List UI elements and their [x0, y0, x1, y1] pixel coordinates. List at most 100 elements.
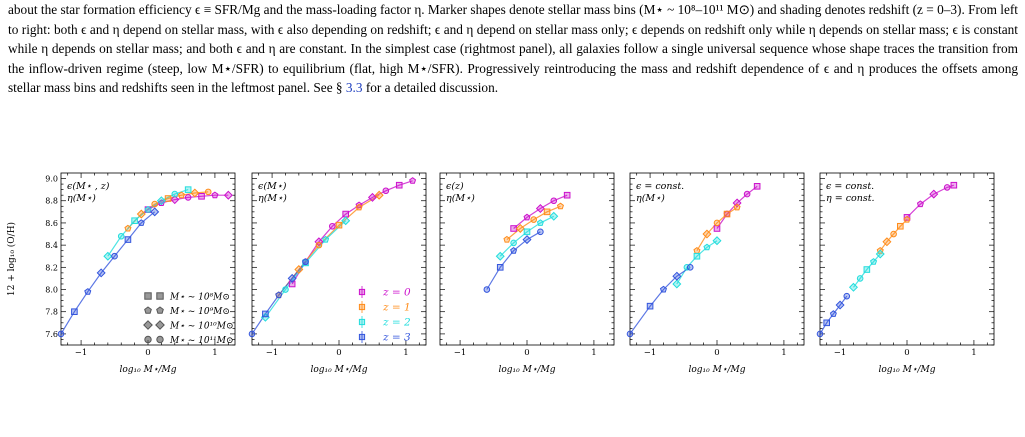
- data-point: [713, 219, 721, 227]
- data-point: [916, 200, 924, 208]
- legend-label-redshift: z = 1: [382, 302, 411, 314]
- data-point: [535, 204, 545, 214]
- data-point: [329, 222, 336, 230]
- series-line-z1: [879, 219, 908, 252]
- data-point: [702, 229, 712, 239]
- data-point: [302, 258, 309, 266]
- data-point: [314, 237, 324, 247]
- data-point: [823, 319, 830, 327]
- data-point: [703, 243, 711, 251]
- y-tick-label: 7.6: [45, 330, 58, 339]
- data-point: [184, 194, 192, 201]
- data-point: [882, 237, 892, 247]
- data-point: [57, 330, 65, 338]
- data-point: [672, 271, 682, 281]
- data-point: [374, 190, 384, 200]
- series-line-z2: [853, 253, 881, 288]
- y-tick-label: 7.8: [45, 308, 58, 317]
- data-point: [903, 215, 911, 223]
- data-point: [870, 258, 878, 265]
- data-point: [395, 181, 403, 189]
- series-line-z1: [127, 191, 209, 229]
- data-point: [672, 279, 682, 289]
- section-link[interactable]: 3.3: [345, 80, 363, 96]
- x-tick-label: 0: [904, 348, 909, 358]
- y-tick-label: 8.6: [45, 219, 58, 228]
- legend-marker-square: [156, 292, 164, 300]
- data-point: [211, 191, 219, 199]
- x-tick-label: 1: [971, 348, 976, 358]
- series-line-z3: [60, 211, 156, 335]
- data-point: [136, 209, 146, 219]
- x-tick-label: 1: [403, 348, 408, 358]
- series-line-z0: [513, 194, 568, 229]
- data-point: [282, 286, 289, 293]
- data-point: [875, 249, 885, 259]
- data-point: [550, 197, 558, 205]
- legend-label: M⋆ ~ 10⁸M⊙: [169, 293, 230, 303]
- data-point: [510, 246, 518, 254]
- data-point: [683, 264, 691, 271]
- data-point: [355, 203, 363, 211]
- figure-caption: about the star formation efficiency ϵ ≡ …: [8, 0, 1018, 98]
- data-point: [144, 205, 152, 213]
- data-point: [190, 188, 200, 198]
- data-point: [170, 195, 180, 205]
- series-line-z3: [629, 266, 691, 335]
- data-point: [626, 330, 634, 338]
- data-point: [950, 181, 958, 189]
- data-point: [204, 188, 212, 196]
- data-point: [96, 268, 106, 278]
- x-tick-label: −1: [75, 348, 88, 358]
- data-point: [137, 219, 145, 226]
- series-line-z0: [291, 180, 413, 285]
- legend-label: M⋆ ~ 10⁹M⊙: [169, 307, 230, 317]
- legend-marker-circle: [156, 335, 164, 344]
- data-point: [536, 219, 544, 226]
- legend-label-redshift: z = 2: [382, 317, 411, 329]
- data-point: [131, 217, 138, 225]
- data-point: [693, 252, 701, 260]
- data-point: [515, 223, 525, 233]
- legend-label-redshift: z = 3: [382, 332, 411, 344]
- data-point: [223, 190, 233, 200]
- data-point: [322, 235, 330, 243]
- x-axis-label: log₁₀ M⋆/Mg: [499, 365, 556, 375]
- data-point: [733, 203, 741, 211]
- data-point: [835, 300, 845, 310]
- panel-annotation: ϵ(z): [446, 181, 464, 192]
- data-point: [103, 251, 113, 261]
- data-point: [495, 251, 505, 261]
- data-point: [367, 192, 377, 202]
- data-point: [659, 285, 667, 293]
- panel-annotation: η(M⋆): [258, 193, 287, 204]
- x-tick-label: −1: [644, 348, 657, 358]
- data-point: [409, 177, 417, 184]
- series-line-z0: [147, 194, 229, 211]
- caption-text: about the star formation efficiency ϵ ≡ …: [8, 2, 1018, 96]
- data-point: [929, 189, 939, 199]
- y-tick-label: 8.2: [45, 263, 58, 272]
- data-point: [686, 264, 694, 271]
- x-tick-label: −1: [454, 348, 467, 358]
- data-point: [713, 225, 721, 232]
- legend-marker-square: [144, 292, 152, 300]
- data-point: [543, 208, 551, 216]
- y-tick-label: 8.0: [45, 286, 58, 295]
- data-point: [287, 273, 297, 283]
- data-point: [164, 195, 172, 202]
- y-tick-label: 8.8: [45, 197, 58, 206]
- panel-annotation: ϵ = const.: [826, 181, 874, 192]
- data-point: [732, 198, 742, 208]
- x-tick-label: 0: [714, 348, 719, 358]
- data-point: [753, 183, 761, 190]
- x-tick-label: −1: [266, 348, 279, 358]
- data-point: [156, 196, 166, 206]
- data-point: [124, 236, 132, 243]
- data-point: [903, 214, 911, 221]
- data-point: [646, 302, 654, 310]
- panel-annotation: η(M⋆): [636, 193, 665, 204]
- x-axis-label: log₁₀ M⋆/Mg: [879, 365, 936, 375]
- y-tick-label: 8.4: [45, 241, 58, 250]
- panel-annotation: η(M⋆): [446, 193, 475, 204]
